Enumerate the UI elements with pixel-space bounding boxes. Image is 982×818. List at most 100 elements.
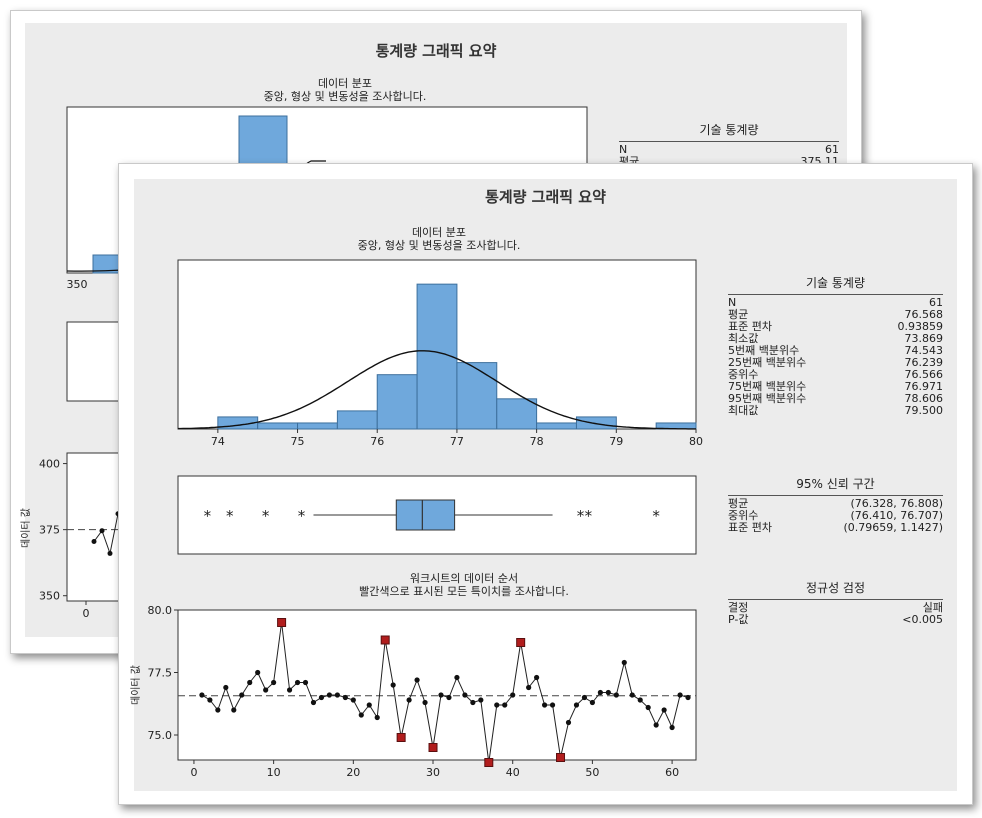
run-chart-point <box>621 659 627 666</box>
front-stats: 기술 통계량 N 61 평균 76.568 표준 편차 0.93859 최소값 73.869 5… <box>728 274 943 417</box>
run-chart-x-tick-label: 20 <box>346 766 360 779</box>
run-chart-point <box>589 699 595 706</box>
normality-label: P-값 <box>728 613 749 626</box>
back-dist-subtitle-line: 중앙, 형상 및 변동성을 조사합니다. <box>263 90 427 103</box>
run-chart-point <box>374 714 380 721</box>
boxplot-outlier: * <box>585 507 593 525</box>
run-chart-outlier-point <box>516 638 526 647</box>
run-chart-point <box>318 694 325 701</box>
run-chart-point <box>677 692 683 698</box>
histogram-x-tick-label: 76 <box>370 435 384 448</box>
run-chart-point <box>358 712 364 718</box>
run-chart-outlier-point <box>428 743 438 752</box>
stat-row: 평균 76.568 <box>728 309 943 321</box>
stat-value: 0.93859 <box>897 320 944 333</box>
run-chart-point <box>478 697 484 703</box>
front-dist-subtitle-line: 중앙, 형상 및 변동성을 조사합니다. <box>357 239 521 252</box>
back-stats-rule <box>619 141 839 142</box>
run-chart-point <box>294 679 301 686</box>
stat-value: 76.239 <box>904 356 944 369</box>
ci-row: 중위수 (76.410, 76.707) <box>728 510 943 522</box>
stat-label: 95번째 백분위수 <box>728 392 807 405</box>
histogram-x-tick-label: 74 <box>211 435 225 448</box>
ci-row: 평균 (76.328, 76.808) <box>728 498 943 510</box>
front-normality-rule <box>728 599 943 600</box>
run-chart-outlier-point <box>380 635 390 645</box>
stat-label: 5번째 백분위수 <box>728 344 800 357</box>
run-chart-outlier-point <box>484 758 494 767</box>
back-stat-value: 61 <box>825 143 839 156</box>
boxplot-outlier: * <box>298 507 306 525</box>
histogram-x-tick-label: 78 <box>530 435 544 448</box>
run-chart-point <box>446 694 452 701</box>
run-chart-x-tick-label: 30 <box>426 766 440 779</box>
stat-label: 최소값 <box>728 332 759 345</box>
run-chart-point <box>414 677 420 683</box>
stat-label: 75번째 백분위수 <box>728 380 807 393</box>
run-chart-point <box>597 689 603 696</box>
run-chart-y-axis-label: 데이터 값 <box>130 665 142 705</box>
normality-value: 실패 <box>922 601 943 614</box>
back-run-chart-y-tick-label: 375 <box>39 524 60 537</box>
back-dist-title: 데이터 분포 중앙, 형상 및 변동성을 조사합니다. <box>195 77 495 103</box>
run-chart-y-tick-label: 77.5 <box>148 667 173 680</box>
run-chart-x-tick-label: 50 <box>585 766 599 779</box>
front-normality-header: 정규성 검정 <box>805 581 865 595</box>
histogram-bar <box>336 410 378 430</box>
boxplot-outlier: * <box>652 507 660 525</box>
ci-label: 중위수 <box>728 509 759 522</box>
run-chart-point <box>645 704 651 711</box>
run-chart-y-tick-label: 80.0 <box>148 604 173 617</box>
back-title: 통계량 그래픽 요약 <box>375 42 497 60</box>
boxplot-outlier: * <box>226 507 234 525</box>
run-chart-point <box>573 702 580 708</box>
histogram-bar <box>575 416 617 430</box>
run-chart-outlier-point <box>277 618 287 627</box>
boxplot-outlier: * <box>577 507 585 525</box>
stat-value: 78.606 <box>904 392 944 405</box>
ci-label: 표준 편차 <box>728 521 772 534</box>
run-chart-point <box>215 707 221 713</box>
normality-value: <0.005 <box>902 613 943 626</box>
stat-label: 평균 <box>728 308 749 321</box>
stat-row: 최소값 73.869 <box>728 333 943 345</box>
run-chart-point <box>510 692 516 698</box>
stat-value: 76.971 <box>904 380 944 393</box>
front-stats-rule <box>728 294 943 295</box>
run-chart-point <box>534 674 540 681</box>
run-chart-x-tick-label: 0 <box>190 766 197 779</box>
run-chart-point <box>310 699 317 706</box>
front-title: 통계량 그래픽 요약 <box>485 188 606 206</box>
ci-row: 표준 편차 (0.79659, 1.1427) <box>728 522 943 534</box>
stat-row: 25번째 백분위수 76.239 <box>728 357 943 369</box>
run-chart-point <box>263 687 269 693</box>
run-chart-point <box>637 697 643 703</box>
run-chart-point <box>390 682 396 688</box>
run-chart-point <box>334 692 340 698</box>
ci-label: 평균 <box>728 497 749 510</box>
back-run-chart-point <box>107 550 113 556</box>
run-chart-point <box>581 694 588 701</box>
front-ci: 95% 신뢰 구간 평균 (76.328, 76.808) 중위수 (76.410, … <box>728 475 943 534</box>
stat-row: 표준 편차 0.93859 <box>728 321 943 333</box>
back-stat-row: N 61 <box>619 144 839 156</box>
stat-value: 73.869 <box>904 332 944 345</box>
front-window: 통계량 그래픽 요약 데이터 분포 중앙, 형상 및 변동성을 조사합니다. 워… <box>118 163 973 805</box>
run-chart-point <box>223 684 229 691</box>
stat-value: 76.568 <box>904 308 944 321</box>
front-ci-rows: 평균 (76.328, 76.808) 중위수 (76.410, 76.707) 표준 … <box>728 498 943 534</box>
front-dist-title-line: 데이터 분포 <box>411 226 467 239</box>
stat-value: 61 <box>929 296 943 309</box>
front-stats-header: 기술 통계량 <box>805 276 865 290</box>
front-run-title-line: 워크시트의 데이터 순서 <box>409 572 519 585</box>
back-run-chart-point <box>91 539 97 545</box>
histogram-bar <box>496 398 538 430</box>
run-chart-point <box>199 692 205 698</box>
run-chart-outlier-point <box>556 753 566 762</box>
normality-label: 결정 <box>728 601 749 614</box>
run-chart-point <box>438 692 444 698</box>
histogram-x-tick-label: 75 <box>291 435 305 448</box>
back-run-chart-point <box>99 528 105 534</box>
stat-row: 75번째 백분위수 76.971 <box>728 381 943 393</box>
run-chart-x-tick-label: 10 <box>267 766 281 779</box>
